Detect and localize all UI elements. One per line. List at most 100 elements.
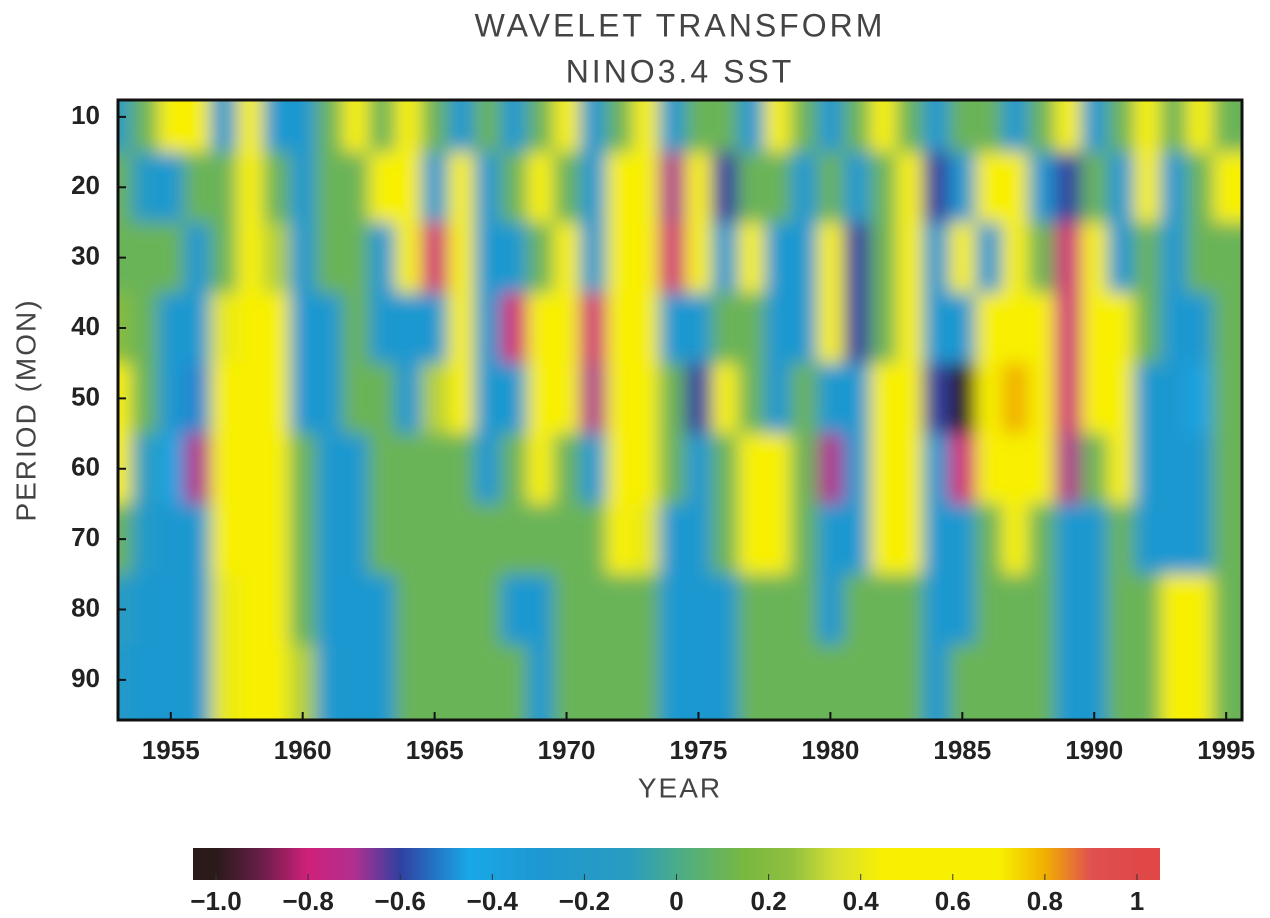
heat-cell [158, 574, 185, 645]
heat-cell [738, 152, 765, 223]
heat-cell [184, 504, 211, 575]
heat-cell [580, 293, 607, 364]
heat-cell [158, 363, 185, 434]
heat-cell [738, 574, 765, 645]
y-tick-label: 50 [71, 381, 100, 411]
heat-cell [1055, 574, 1082, 645]
heat-cell [1002, 363, 1029, 434]
heat-cell [1055, 434, 1082, 505]
heat-cell [316, 30, 343, 153]
heat-cell [474, 645, 501, 791]
heat-cell [448, 434, 475, 505]
heat-cell [1187, 574, 1214, 645]
heat-cell [976, 363, 1003, 434]
x-tick-label: 1955 [142, 735, 200, 765]
heat-cell [896, 645, 923, 791]
heat-cell [210, 645, 237, 791]
heat-cell [606, 645, 633, 791]
heat-cell [342, 574, 369, 645]
heat-cell [395, 363, 422, 434]
heat-cell [817, 504, 844, 575]
heat-cell [237, 293, 264, 364]
heat-cell [237, 504, 264, 575]
heat-cell [791, 645, 818, 791]
heat-cell [685, 222, 712, 293]
heat-cell [976, 434, 1003, 505]
heat-cell [1055, 222, 1082, 293]
heat-cell [1134, 504, 1161, 575]
heat-cell [764, 434, 791, 505]
heat-cell [527, 574, 554, 645]
colorbar-tick-label: 0.6 [935, 886, 971, 913]
heat-cell [712, 434, 739, 505]
heat-cell [580, 363, 607, 434]
heat-cell [844, 574, 871, 645]
heat-cell [527, 222, 554, 293]
heat-cell [923, 645, 950, 791]
heat-cell [817, 434, 844, 505]
heat-cell [1028, 152, 1055, 223]
heat-cell [844, 293, 871, 364]
colorbar-tick-label: 0.8 [1027, 886, 1063, 913]
heat-cell [633, 574, 660, 645]
heat-cell [580, 30, 607, 153]
heat-cell [395, 293, 422, 364]
heat-cell [448, 363, 475, 434]
heat-cell [158, 504, 185, 575]
heat-cell [764, 222, 791, 293]
heat-cell [1028, 645, 1055, 791]
heat-cell [817, 30, 844, 153]
heat-cell [342, 30, 369, 153]
heat-cell [237, 434, 264, 505]
heat-cell [1002, 645, 1029, 791]
heat-cell [184, 293, 211, 364]
x-tick-label: 1965 [406, 735, 464, 765]
heat-cell [237, 152, 264, 223]
heat-cell [870, 645, 897, 791]
heat-cell [791, 293, 818, 364]
heat-cell [263, 363, 290, 434]
x-tick-label: 1980 [801, 735, 859, 765]
heat-cell [158, 152, 185, 223]
heat-cell [263, 434, 290, 505]
heat-cell [395, 222, 422, 293]
heat-cell [896, 30, 923, 153]
heat-cell [421, 222, 448, 293]
heat-cell [501, 434, 528, 505]
heat-cell [448, 293, 475, 364]
heat-cell [395, 645, 422, 791]
x-tick-label: 1960 [274, 735, 332, 765]
heat-cell [1134, 574, 1161, 645]
heat-cell [210, 363, 237, 434]
heat-cell [1134, 222, 1161, 293]
heat-cell [1002, 504, 1029, 575]
heat-cell [791, 152, 818, 223]
heat-cell [791, 222, 818, 293]
heat-cell [1107, 574, 1134, 645]
colorbar-tick-label: 1 [1130, 886, 1144, 913]
heat-cell [448, 504, 475, 575]
heat-cell [870, 152, 897, 223]
heat-cell [290, 30, 317, 153]
heat-cell [1187, 293, 1214, 364]
heat-cell [1081, 574, 1108, 645]
heat-cell [290, 222, 317, 293]
heat-cell [844, 363, 871, 434]
heat-cell [976, 152, 1003, 223]
heat-cell [791, 30, 818, 153]
heat-cell [369, 434, 396, 505]
heat-cell [1028, 363, 1055, 434]
heat-cell [1107, 293, 1134, 364]
heat-cell [1002, 30, 1029, 153]
heat-cell [184, 152, 211, 223]
heat-cell [395, 574, 422, 645]
heat-cell [870, 222, 897, 293]
heat-cell [923, 152, 950, 223]
heat-cell [527, 363, 554, 434]
heat-cell [685, 504, 712, 575]
heat-cell [501, 363, 528, 434]
heat-cell [896, 504, 923, 575]
heat-cell [210, 504, 237, 575]
heat-cell [290, 293, 317, 364]
heat-cell [184, 363, 211, 434]
